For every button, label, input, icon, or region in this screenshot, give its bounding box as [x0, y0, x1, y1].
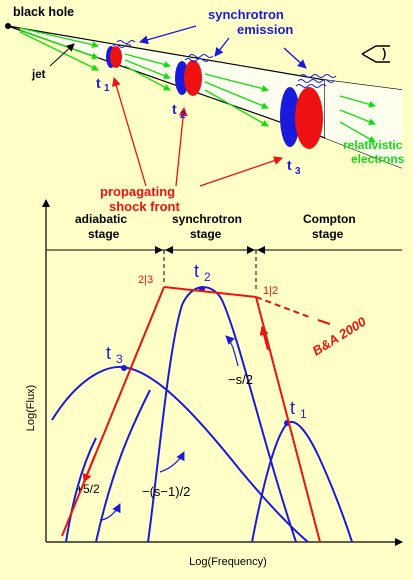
spectrum-low-t3	[65, 437, 97, 543]
svg-text:t: t	[96, 75, 101, 91]
eye-icon	[361, 45, 390, 63]
svg-text:t: t	[194, 261, 199, 281]
svg-text:t: t	[290, 398, 295, 418]
ba2000-extension	[255, 296, 313, 319]
black-hole-dot	[5, 23, 11, 29]
t3-peak-label: t 3	[106, 343, 123, 366]
propagating-label: propagating	[100, 184, 175, 199]
t1-peak-label: t 1	[290, 398, 307, 421]
jet-label: jet	[31, 69, 46, 81]
y-axis-label: Log(Flux)	[25, 385, 37, 431]
electrons-label: electrons	[351, 152, 405, 166]
jet-cartoon: black hole jet synchrotron emission rela…	[5, 5, 405, 214]
slope-p52-label: +5/2	[76, 482, 100, 496]
slope-s12-label: −(s−1)/2	[142, 484, 190, 499]
shock-t1	[106, 46, 122, 68]
svg-text:t: t	[287, 157, 292, 173]
relativistic-label: relativistic	[343, 138, 403, 152]
shock-t3	[280, 87, 323, 149]
spectrum-t1	[251, 420, 353, 543]
label-1-2: 1|2	[263, 285, 278, 297]
stage-compton-label: Compton	[303, 212, 356, 226]
spectra	[51, 286, 353, 543]
synchrotron-label: synchrotron	[208, 7, 284, 22]
svg-text:t: t	[172, 101, 177, 117]
electron-arrows	[19, 27, 376, 143]
svg-text:1: 1	[104, 83, 110, 94]
sed-plot: adiabatic stage synchrotron stage Compto…	[25, 199, 403, 568]
t2-peak-label: t 2	[194, 261, 211, 284]
slope-s2-label: −s/2	[228, 372, 253, 387]
t3-label: t 3	[287, 157, 301, 177]
svg-text:1: 1	[300, 407, 307, 421]
black-hole-label: black hole	[13, 5, 74, 19]
svg-text:3: 3	[116, 352, 123, 366]
label-2-3: 2|3	[138, 274, 153, 286]
stage-synchrotron-label: synchrotron	[172, 212, 242, 226]
t1-label: t 1	[96, 75, 110, 94]
synchrotron-pointers	[139, 25, 307, 69]
peak-track	[61, 286, 321, 543]
t2-label: t 2	[172, 101, 186, 121]
emission-label: emission	[237, 22, 293, 37]
stage-dividers	[46, 246, 402, 290]
x-axis-label: Log(Frequency)	[189, 556, 267, 568]
ba2000-extension-2	[317, 319, 331, 325]
shock-pointers	[111, 77, 283, 187]
svg-text:2: 2	[204, 270, 211, 284]
peak-dots	[121, 286, 290, 426]
spectrum-t3	[51, 366, 309, 543]
svg-text:2: 2	[180, 110, 186, 121]
spectrum-low-t2	[95, 389, 151, 543]
stage-compton-label-2: stage	[312, 227, 344, 241]
stage-adiabatic-label-2: stage	[88, 227, 120, 241]
spectrum-t2	[147, 286, 297, 543]
svg-text:3: 3	[295, 166, 301, 177]
svg-text:t: t	[106, 343, 111, 363]
slope-pointers	[99, 335, 239, 521]
jet-pointer	[49, 43, 75, 67]
shock-t2	[175, 60, 202, 96]
shock-front-label: shock front	[109, 199, 180, 214]
photon-waves	[112, 40, 337, 88]
stage-synchrotron-label-2: stage	[190, 227, 222, 241]
stage-adiabatic-label: adiabatic	[75, 212, 127, 226]
